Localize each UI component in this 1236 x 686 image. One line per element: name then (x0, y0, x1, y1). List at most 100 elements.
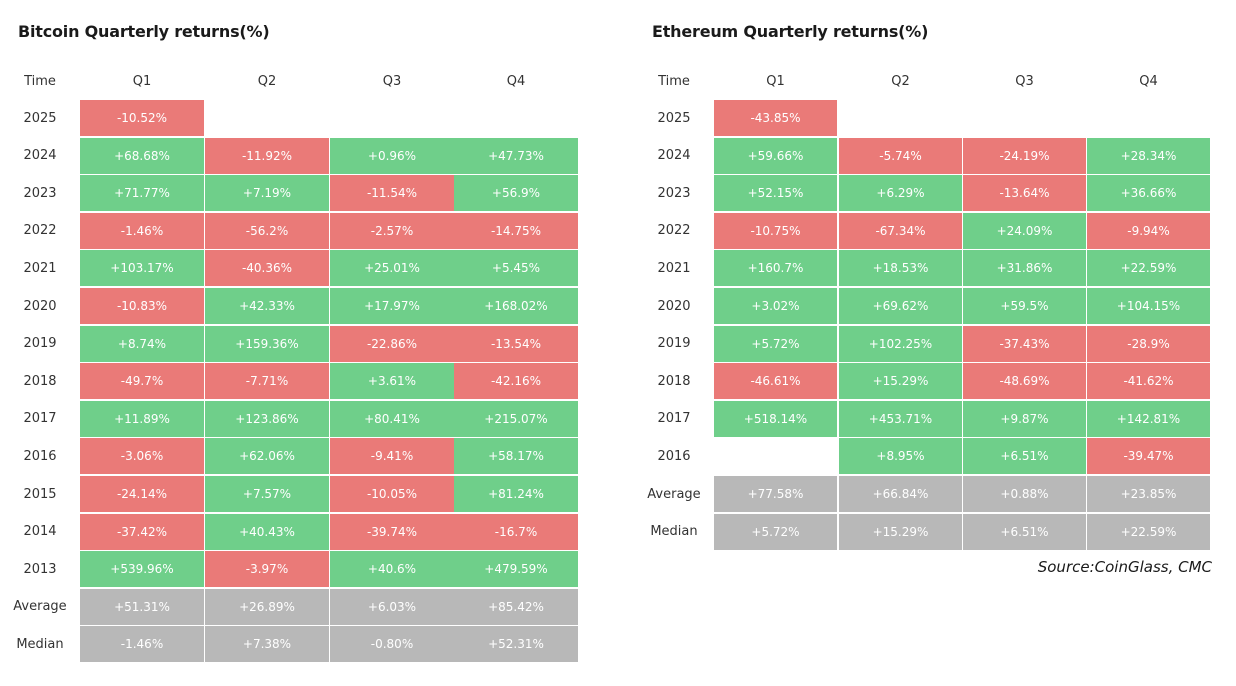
btc-empty-cell (330, 100, 454, 136)
btc-return-cell: -11.92% (205, 137, 329, 174)
header-time: Time (24, 73, 56, 89)
eth-return-cell: -28.9% (1087, 325, 1210, 362)
row-label: Median (16, 636, 64, 652)
eth-empty-cell (1087, 100, 1210, 136)
row-label: Average (647, 486, 701, 502)
btc-return-cell: +3.61% (330, 363, 454, 400)
btc-return-cell: +123.86% (205, 400, 329, 437)
eth-return-cell: +15.29% (839, 363, 962, 400)
row-label: Average (13, 599, 67, 615)
header-q3: Q3 (382, 73, 402, 89)
btc-return-cell: +42.33% (205, 288, 329, 324)
eth-return-cell: +518.14% (714, 400, 837, 437)
eth-return-cell: +5.72% (714, 325, 837, 362)
eth-return-cell: -24.19% (963, 137, 1086, 174)
eth-return-cell: -43.85% (714, 100, 837, 136)
row-label: 2016 (23, 448, 57, 464)
eth-return-cell: +69.62% (839, 288, 962, 324)
header-q1: Q1 (132, 73, 152, 89)
btc-return-cell: +80.41% (330, 400, 454, 437)
row-label: 2017 (657, 411, 691, 427)
eth-return-cell: +59.66% (714, 137, 837, 174)
eth-return-cell: +6.51% (963, 438, 1086, 475)
row-label: 2016 (657, 448, 691, 464)
btc-return-cell: +17.97% (330, 288, 454, 324)
ethereum-returns-panel: Ethereum Quarterly returns(%) Time Q1 Q2 Q3… (630, 0, 1236, 686)
row-label: 2020 (23, 298, 57, 314)
eth-return-cell: +52.15% (714, 175, 837, 212)
eth-empty-cell (839, 100, 962, 136)
eth-return-cell: +23.85% (1087, 476, 1210, 512)
row-label: 2015 (23, 486, 57, 502)
btc-return-cell: -10.52% (80, 100, 204, 136)
row-label: 2017 (23, 411, 57, 427)
btc-return-cell: +159.36% (205, 325, 329, 362)
bitcoin-returns-panel: Bitcoin Quarterly returns(%) Time Q1 Q2 Q3 Q… (0, 0, 600, 686)
eth-return-cell: -46.61% (714, 363, 837, 400)
eth-return-cell: +22.59% (1087, 513, 1210, 550)
btc-return-cell: -40.36% (205, 250, 329, 287)
eth-return-cell: +102.25% (839, 325, 962, 362)
row-label: 2013 (23, 561, 57, 577)
btc-return-cell: +25.01% (330, 250, 454, 287)
row-label: 2021 (23, 260, 57, 276)
row-label: 2014 (23, 524, 57, 540)
btc-return-cell: +62.06% (205, 438, 329, 475)
btc-return-cell: -2.57% (330, 212, 454, 249)
btc-return-cell: -10.05% (330, 476, 454, 512)
row-label: 2019 (657, 336, 691, 352)
eth-return-cell: +453.71% (839, 400, 962, 437)
btc-return-cell: -10.83% (80, 288, 204, 324)
eth-return-cell: +36.66% (1087, 175, 1210, 212)
row-label: 2018 (657, 373, 691, 389)
btc-return-cell: -39.74% (330, 513, 454, 550)
btc-return-cell: +40.43% (205, 513, 329, 550)
btc-return-cell: -9.41% (330, 438, 454, 475)
btc-return-cell: -16.7% (454, 513, 578, 550)
row-label: Median (650, 524, 698, 540)
bitcoin-table-title: Bitcoin Quarterly returns(%) (18, 22, 270, 41)
eth-return-cell: -41.62% (1087, 363, 1210, 400)
btc-return-cell: +68.68% (80, 137, 204, 174)
btc-return-cell: -49.7% (80, 363, 204, 400)
eth-return-cell: -10.75% (714, 212, 837, 249)
eth-return-cell: -9.94% (1087, 212, 1210, 249)
row-label: 2024 (657, 148, 691, 164)
row-label: 2023 (657, 185, 691, 201)
btc-return-cell: +58.17% (454, 438, 578, 475)
eth-return-cell: +28.34% (1087, 137, 1210, 174)
eth-return-cell: +5.72% (714, 513, 837, 550)
header-time: Time (658, 73, 690, 89)
eth-return-cell: +8.95% (839, 438, 962, 475)
btc-return-cell: -13.54% (454, 325, 578, 362)
row-label: 2022 (657, 223, 691, 239)
btc-return-cell: +7.38% (205, 626, 329, 663)
row-label: 2018 (23, 373, 57, 389)
btc-return-cell: +0.96% (330, 137, 454, 174)
btc-return-cell: -11.54% (330, 175, 454, 212)
btc-return-cell: +5.45% (454, 250, 578, 287)
eth-return-cell: +59.5% (963, 288, 1086, 324)
btc-return-cell: +479.59% (454, 551, 578, 588)
eth-empty-cell (714, 438, 837, 475)
header-q4: Q4 (506, 73, 526, 89)
btc-return-cell: +168.02% (454, 288, 578, 324)
btc-return-cell: -3.06% (80, 438, 204, 475)
row-label: 2020 (657, 298, 691, 314)
btc-empty-cell (205, 100, 329, 136)
btc-return-cell: +52.31% (454, 626, 578, 663)
btc-return-cell: -22.86% (330, 325, 454, 362)
btc-return-cell: -24.14% (80, 476, 204, 512)
source-caption: Source:CoinGlass, CMC (1037, 558, 1212, 576)
eth-return-cell: +77.58% (714, 476, 837, 512)
row-label: 2021 (657, 260, 691, 276)
eth-empty-cell (963, 100, 1086, 136)
btc-return-cell: +7.57% (205, 476, 329, 512)
eth-return-cell: +31.86% (963, 250, 1086, 287)
btc-return-cell: +81.24% (454, 476, 578, 512)
row-label: 2019 (23, 336, 57, 352)
eth-return-cell: +18.53% (839, 250, 962, 287)
btc-return-cell: +7.19% (205, 175, 329, 212)
row-label: 2025 (657, 110, 691, 126)
eth-return-cell: -67.34% (839, 212, 962, 249)
